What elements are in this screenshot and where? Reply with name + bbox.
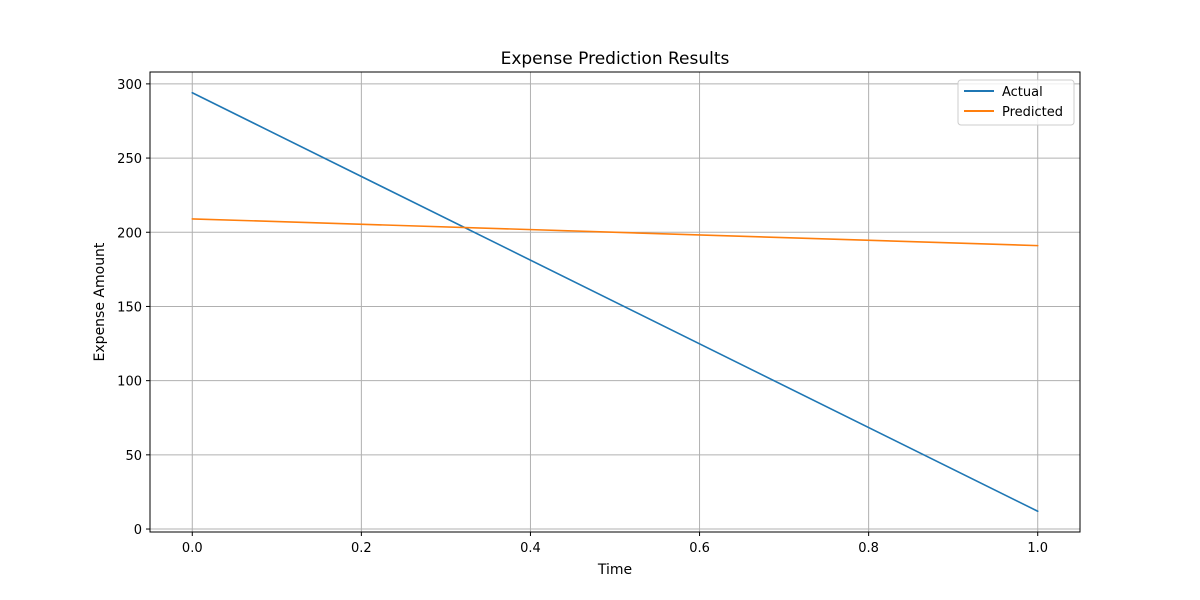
legend: Actual Predicted — [957, 79, 1075, 126]
axis-ticks: 0.0 0.2 0.4 0.6 0.8 1.0 0 50 100 150 200 250 300 — [117, 78, 1048, 556]
y-tick-label: 0 — [134, 523, 142, 538]
series-lines — [191, 91, 1039, 513]
x-tick-label: 1.0 — [1027, 541, 1048, 556]
y-axis-label: Expense Amount — [92, 242, 108, 361]
y-tick-label: 200 — [117, 226, 142, 241]
series-line-actual — [191, 91, 1039, 513]
chart-title: Expense Prediction Results — [501, 49, 730, 69]
x-tick-label: 0.2 — [351, 541, 372, 556]
series-line-predicted — [191, 218, 1039, 247]
x-tick-label: 0.4 — [520, 541, 541, 556]
x-tick-label: 0.6 — [689, 541, 710, 556]
x-tick-label: 0.8 — [858, 541, 879, 556]
y-tick-label: 100 — [117, 375, 142, 390]
plot-frame — [149, 71, 1081, 533]
y-tick-label: 50 — [125, 449, 142, 464]
x-tick-label: 0.0 — [182, 541, 203, 556]
legend-label-predicted: Predicted — [1002, 105, 1063, 120]
x-axis-label: Time — [597, 562, 632, 578]
y-tick-label: 250 — [117, 152, 142, 167]
y-tick-label: 300 — [117, 78, 142, 93]
legend-label-actual: Actual — [1002, 85, 1043, 100]
y-tick-label: 150 — [117, 300, 142, 315]
